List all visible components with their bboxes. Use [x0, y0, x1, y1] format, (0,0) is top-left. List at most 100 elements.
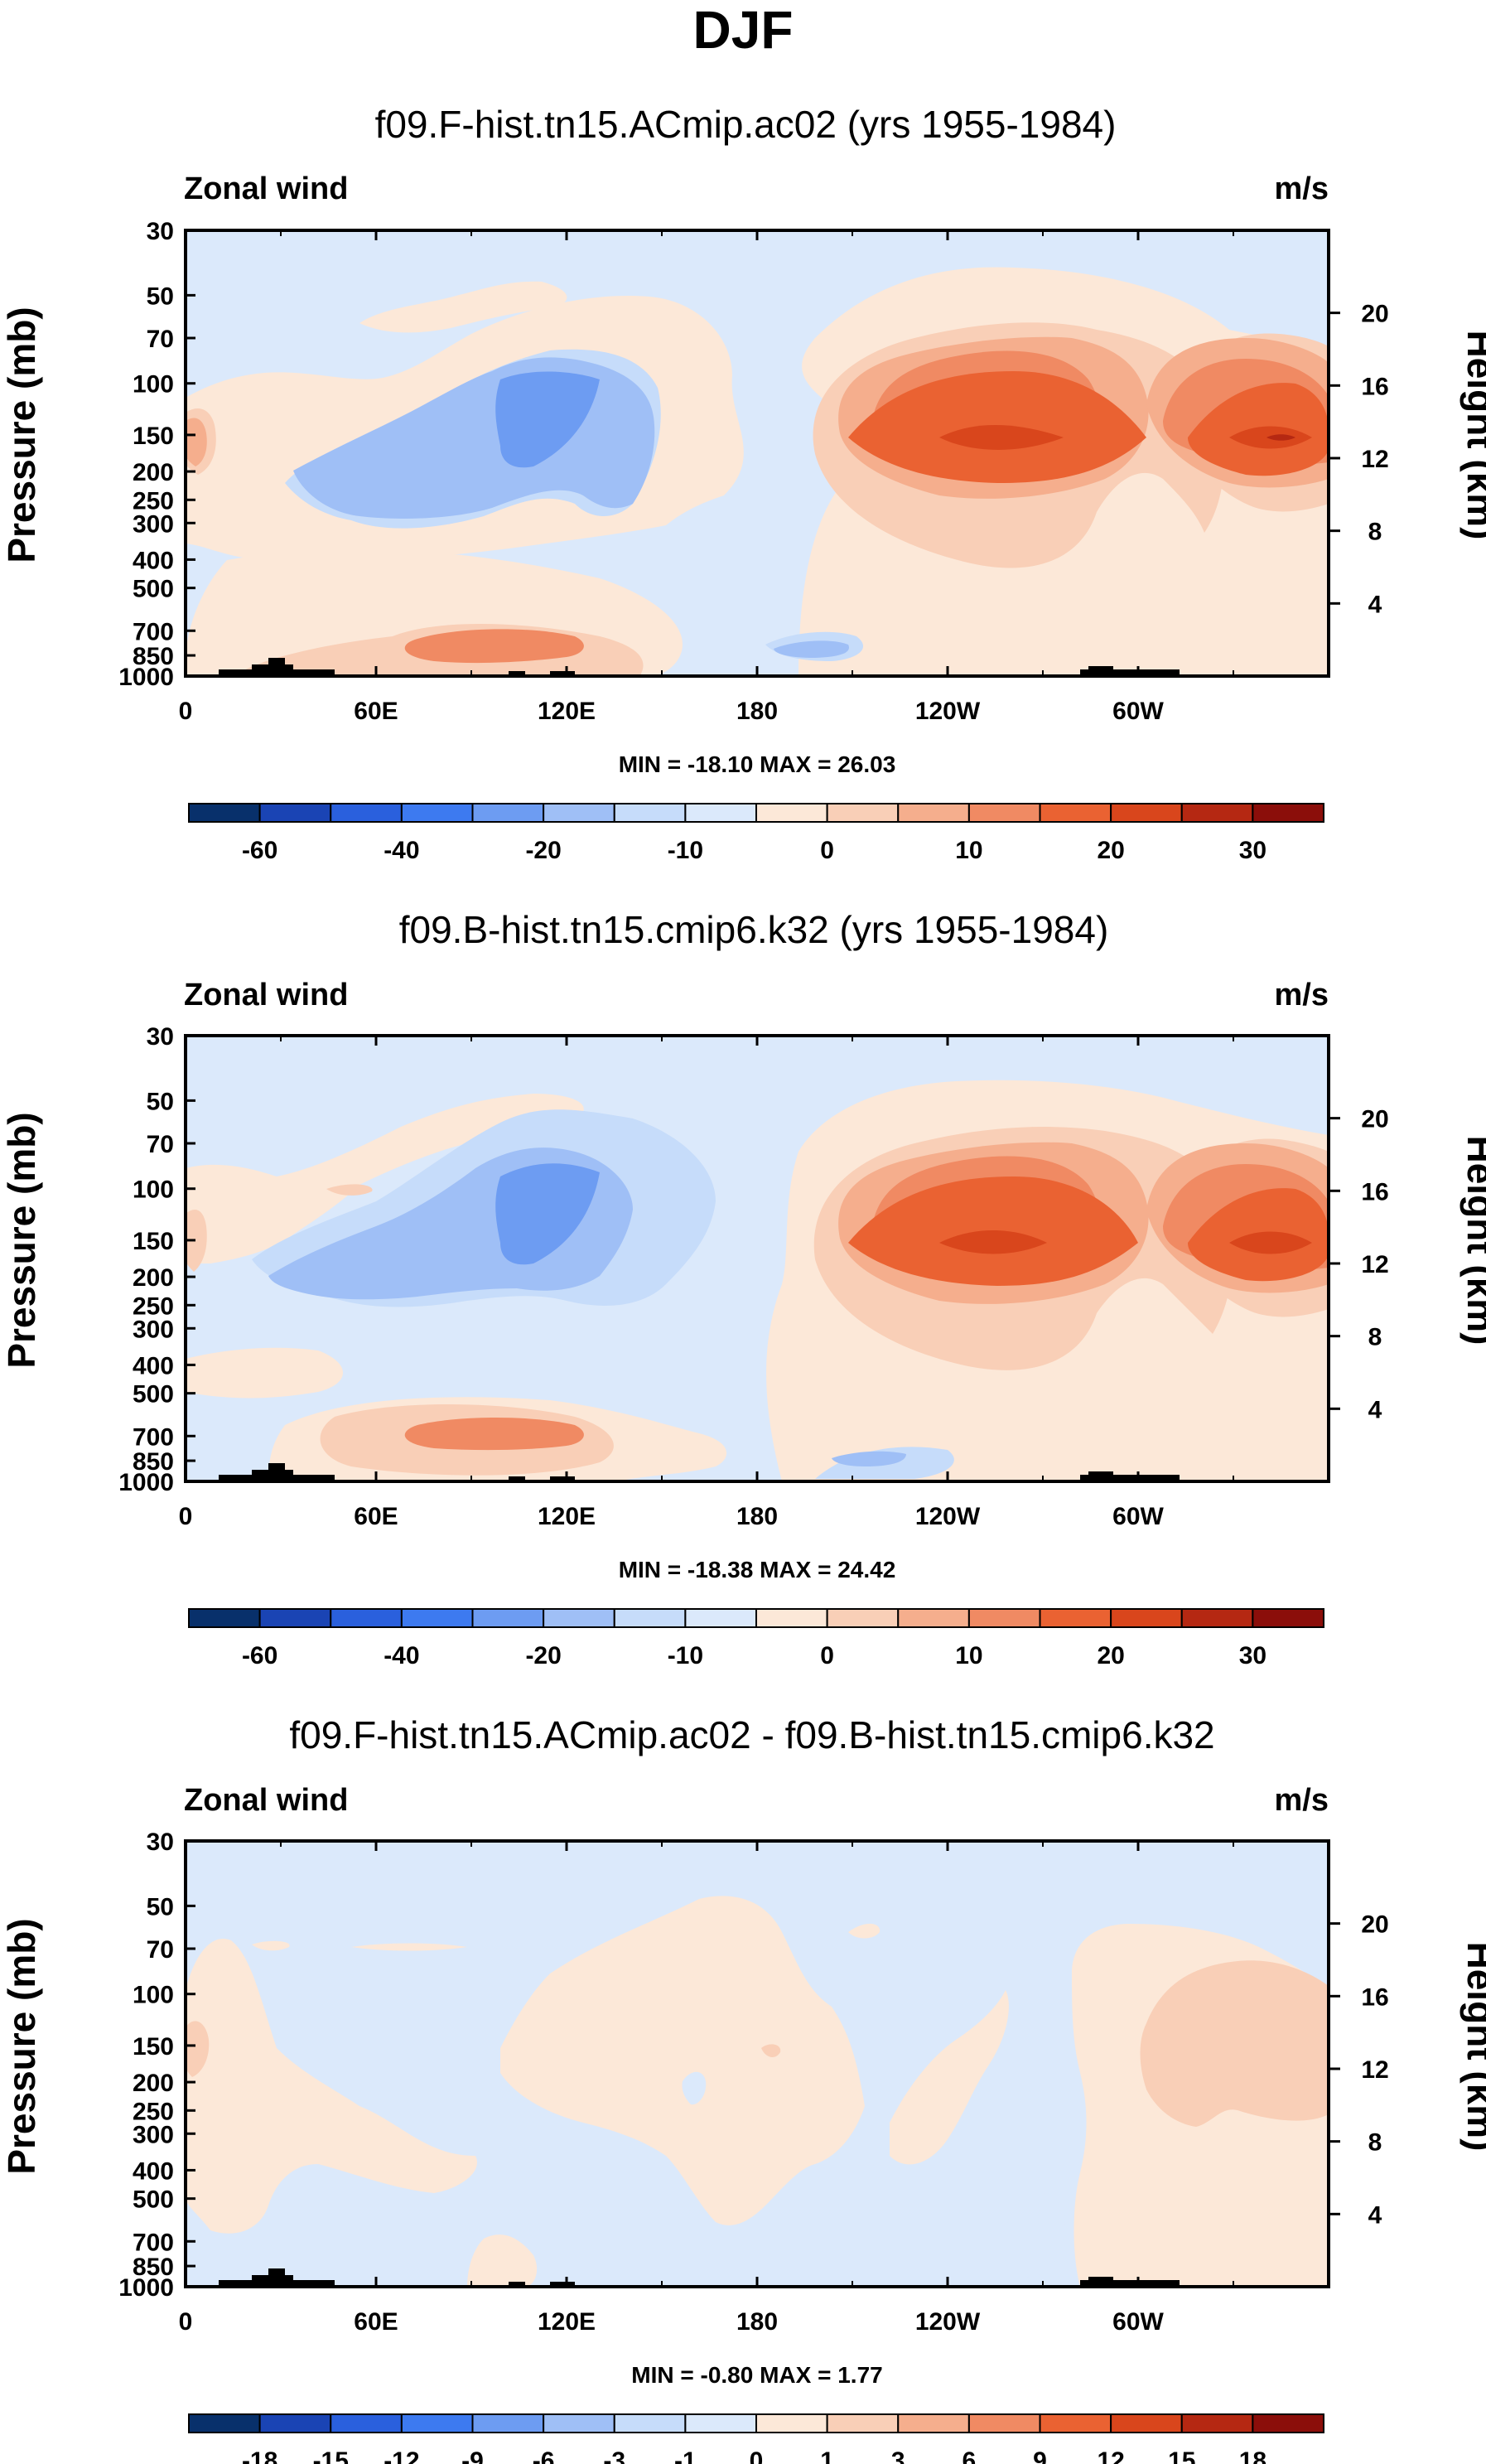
height-tick-label: 12 [1361, 2056, 1388, 2084]
y-tick-label: 50 [147, 1893, 174, 1920]
colorbar-label: 10 [955, 1642, 982, 1669]
colorbar-label: 0 [750, 2447, 764, 2464]
min-max-label: MIN = -18.10 MAX = 26.03 [619, 751, 896, 777]
land-block [268, 658, 285, 676]
contour-positive-6 [939, 425, 1064, 450]
colorbar-label: -20 [525, 837, 561, 864]
y-tick-label: 50 [147, 283, 174, 310]
colorbar: -18 -15 -12 -9 -6 -3 -1 0 1 3 6 9 12 15 18 [188, 2413, 1324, 2464]
height-tick-label: 16 [1361, 1178, 1388, 1205]
x-tick-label: 60E [354, 1503, 398, 1530]
contour-negative-2 [774, 640, 849, 658]
colorbar-label: -18 [242, 2447, 277, 2464]
colorbar-swatch [330, 803, 403, 823]
x-tick-label: 0 [179, 698, 193, 725]
y-tick-label: 500 [133, 1381, 174, 1408]
y-axis-right-title: Height (km) [1459, 331, 1486, 540]
colorbar-swatch [684, 2413, 757, 2433]
units-label: m/s [1275, 172, 1329, 206]
contour-negative-2 [832, 1451, 906, 1466]
land-block [268, 2268, 285, 2287]
contour-positive-4 [404, 1418, 584, 1451]
y-axis-right-title: Height (km) [1459, 1942, 1486, 2152]
land-block [509, 2282, 525, 2287]
land-block [268, 1463, 285, 1481]
contour-positive-7 [1266, 434, 1295, 441]
colorbar-swatch [188, 803, 261, 823]
y-tick-label: 250 [133, 1292, 174, 1320]
colorbar-swatch [258, 1608, 332, 1628]
colorbar-label: -10 [668, 1642, 703, 1669]
contour-positive-1 [467, 2235, 538, 2287]
colorbar: -60 -40 -20 -10 0 10 20 30 [188, 1608, 1324, 1669]
colorbar-label: 0 [820, 1642, 834, 1669]
y-tick-label: 300 [133, 510, 174, 538]
colorbar-label: -6 [533, 2447, 555, 2464]
y-tick-label: 850 [133, 1448, 174, 1476]
left-label: Zonal wind [184, 1783, 348, 1818]
height-tick-label: 4 [1368, 591, 1382, 618]
x-tick-label: 120E [538, 2308, 596, 2336]
colorbar-swatch [613, 803, 687, 823]
colorbar-swatch [543, 803, 615, 823]
colorbar-swatch [1110, 1608, 1183, 1628]
y-tick-label: 50 [147, 1088, 174, 1115]
colorbar: -60 -40 -20 -10 0 10 20 30 [188, 803, 1324, 864]
y-tick-label: 30 [147, 1829, 174, 1856]
y-tick-label: 300 [133, 1316, 174, 1343]
colorbar-label: 20 [1097, 837, 1124, 864]
panel-2: f09.B-hist.tn15.cmip6.k32 (yrs 1955-1984… [0, 908, 1486, 1669]
colorbar-swatch [400, 803, 474, 823]
contour-positive-6 [939, 1230, 1047, 1254]
colorbar-swatch [400, 1608, 474, 1628]
y-tick-label: 30 [147, 1023, 174, 1051]
y-tick-label: 850 [133, 2254, 174, 2281]
y-axis-title: Pressure (mb) [0, 307, 43, 563]
x-tick-label: 60E [354, 2308, 398, 2336]
colorbar-swatch [755, 2413, 828, 2433]
x-tick-label: 120W [915, 698, 981, 725]
colorbar-swatch [967, 1608, 1041, 1628]
colorbar-swatch [897, 1608, 970, 1628]
colorbar-swatch [967, 803, 1041, 823]
land-block [509, 671, 525, 676]
colorbar-swatch [684, 1608, 757, 1628]
y-tick-label: 70 [147, 1936, 174, 1964]
colorbar-swatch [1252, 803, 1324, 823]
height-tick-label: 8 [1368, 1324, 1382, 1351]
colorbar-label: -20 [525, 1642, 561, 1669]
y-tick-label: 150 [133, 1228, 174, 1255]
x-tick-label: 60E [354, 698, 398, 725]
min-max-label: MIN = -0.80 MAX = 1.77 [631, 2362, 882, 2388]
colorbar-swatch [897, 2413, 970, 2433]
colorbar-label: -3 [603, 2447, 625, 2464]
land-block [1088, 2277, 1113, 2287]
contour-positive-1 [186, 1939, 477, 2234]
min-max-label: MIN = -18.38 MAX = 24.42 [619, 1557, 896, 1582]
x-tick-label: 180 [736, 1503, 778, 1530]
contour-positive-6 [1229, 1231, 1312, 1254]
y-tick-label: 150 [133, 423, 174, 450]
colorbar-swatch [755, 803, 828, 823]
colorbar-swatch [684, 803, 757, 823]
height-tick-label: 4 [1368, 1396, 1382, 1423]
colorbar-swatch [330, 2413, 403, 2433]
figure-title: DJF [693, 0, 794, 60]
colorbar-swatch [471, 2413, 545, 2433]
colorbar-label: 3 [891, 2447, 905, 2464]
contour-positive-2 [186, 1210, 207, 1272]
land-block [550, 671, 575, 676]
panel-1: f09.F-hist.tn15.ACmip.ac02 (yrs 1955-198… [0, 103, 1486, 864]
contour-positive-1 [359, 281, 567, 333]
land-block [550, 1476, 575, 1481]
colorbar-swatch [258, 2413, 332, 2433]
plot-area [186, 1841, 1329, 2287]
colorbar-label: -60 [242, 837, 277, 864]
x-tick-label: 180 [736, 698, 778, 725]
colorbar-swatch [1039, 803, 1112, 823]
colorbar-swatch [258, 803, 332, 823]
land-block [1088, 1471, 1113, 1481]
y-tick-label: 70 [147, 1131, 174, 1158]
panel-title: f09.F-hist.tn15.ACmip.ac02 - f09.B-hist.… [289, 1713, 1214, 1756]
